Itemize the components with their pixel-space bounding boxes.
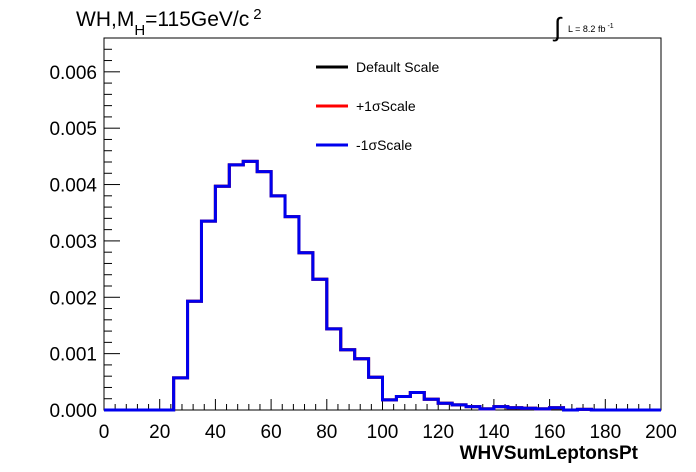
- lumi-superscript: -1: [607, 23, 613, 30]
- legend-label-default: Default Scale: [356, 59, 439, 75]
- y-tick-label: 0.003: [49, 232, 97, 253]
- title-subscript: H: [134, 22, 145, 39]
- y-axis: 0.000 0.001 0.002 0.003 0.004 0.005 0.006: [49, 37, 120, 422]
- x-tick-label: 80: [316, 422, 337, 443]
- x-tick-label: 200: [645, 422, 677, 443]
- legend-label-minus: -1σScale: [356, 137, 412, 153]
- x-tick-label: 180: [589, 422, 621, 443]
- lumi-label: L = 8.2 fb -1: [568, 23, 614, 34]
- title-main: WH,M: [76, 8, 134, 31]
- series-layer: [104, 159, 661, 412]
- y-tick-label: 0.001: [49, 345, 97, 366]
- legend: Default Scale +1σScale -1σScale: [316, 59, 439, 153]
- x-tick-label: 120: [422, 422, 454, 443]
- y-tick-label: 0.000: [49, 401, 97, 422]
- x-axis: 0 20 40 60 80 100 120 140 160 180 200: [99, 399, 677, 443]
- title-rest: =115GeV/c: [145, 8, 249, 31]
- x-tick-label: 100: [367, 422, 399, 443]
- series-line-2: [104, 159, 661, 412]
- title-superscript: 2: [253, 6, 261, 23]
- y-tick-label: 0.002: [49, 288, 97, 309]
- lumi-text: L = 8.2 fb: [568, 24, 605, 34]
- x-axis-label: WHVSumLeptonsPt: [460, 443, 639, 464]
- x-tick-label: 0: [99, 422, 110, 443]
- y-tick-label: 0.004: [49, 176, 97, 197]
- y-tick-label: 0.006: [49, 63, 97, 84]
- x-tick-label: 140: [478, 422, 510, 443]
- lumi-integral: ∫: [552, 12, 563, 42]
- x-tick-label: 60: [261, 422, 282, 443]
- x-tick-label: 40: [205, 422, 226, 443]
- x-tick-label: 20: [149, 422, 170, 443]
- chart-title: WH,MH=115GeV/c 2: [76, 6, 262, 39]
- legend-label-plus: +1σScale: [356, 98, 416, 114]
- x-tick-label: 160: [534, 422, 566, 443]
- y-tick-label: 0.005: [49, 119, 97, 140]
